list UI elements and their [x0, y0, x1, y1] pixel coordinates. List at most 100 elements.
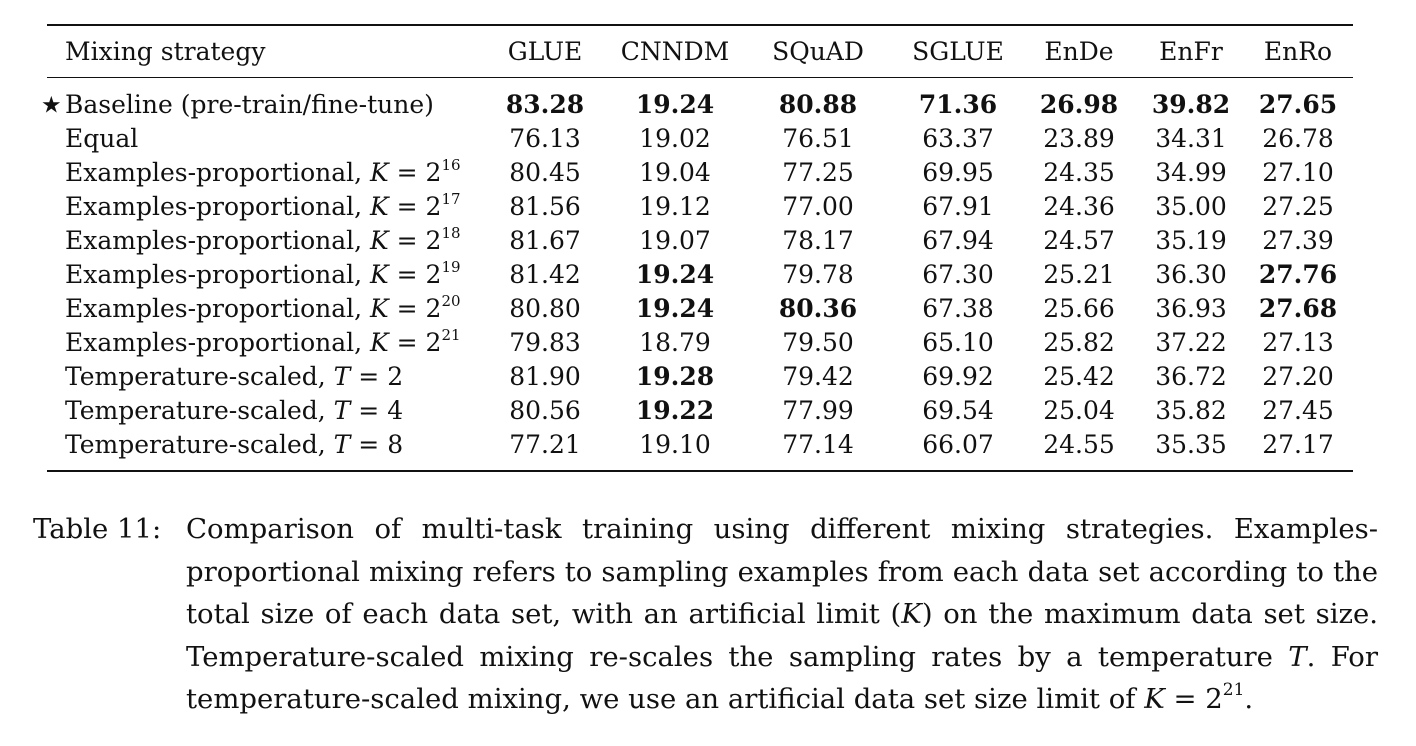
table-row: Temperature-scaled, T = 8 77.21 19.10 77.14…	[47, 427, 1353, 471]
score-cell: 19.07	[639, 225, 711, 255]
row-label-cell: Examples-proportional, K = 219	[47, 257, 479, 291]
score-cell: 76.13	[509, 123, 581, 153]
score-cell: 77.25	[782, 157, 854, 187]
row-label-cell: Equal	[47, 121, 479, 155]
score-cell: 69.54	[922, 395, 994, 425]
score-cell: 35.35	[1155, 429, 1227, 459]
score-cell: 27.17	[1262, 429, 1334, 459]
row-label-cell: Examples-proportional, K = 221	[47, 325, 479, 359]
row-label: Temperature-scaled,	[65, 395, 334, 425]
score-cell: 81.56	[509, 191, 581, 221]
table-row: Examples-proportional, K = 216 80.45 19.04…	[47, 155, 1353, 189]
score-cell: 80.88	[778, 89, 858, 119]
row-label-equals: =	[350, 395, 388, 425]
score-cell: 19.24	[635, 259, 715, 289]
caption-text: Comparison of multi-task training using …	[186, 508, 1378, 721]
score-cell: 27.68	[1258, 293, 1338, 323]
row-label-value: 2	[387, 361, 404, 391]
row-label-cell: Examples-proportional, K = 218	[47, 223, 479, 257]
score-cell: 80.36	[778, 293, 858, 323]
score-cell: 35.00	[1155, 191, 1227, 221]
table-row: Examples-proportional, K = 217 81.56 19.12…	[47, 189, 1353, 223]
caption-var-k: K	[901, 598, 922, 630]
row-label-equals: = 2	[388, 327, 442, 357]
table-row: Temperature-scaled, T = 2 81.90 19.28 79.42…	[47, 359, 1353, 393]
score-cell: 79.42	[782, 361, 854, 391]
score-cell: 65.10	[922, 327, 994, 357]
row-label-exponent: 16	[441, 155, 461, 174]
score-cell: 27.20	[1262, 361, 1334, 391]
row-label-cell: ★ Baseline (pre-train/fine-tune)	[41, 78, 479, 122]
score-cell: 25.42	[1043, 361, 1115, 391]
row-label-exponent: 21	[441, 325, 461, 344]
row-label: Baseline (pre-train/fine-tune)	[65, 89, 434, 119]
score-cell: 27.45	[1262, 395, 1334, 425]
row-label: Examples-proportional,	[65, 259, 371, 289]
score-cell: 25.66	[1043, 293, 1115, 323]
table-row: Examples-proportional, K = 218 81.67 19.07…	[47, 223, 1353, 257]
column-header-sglue: SGLUE	[912, 37, 1004, 66]
row-label-variable: K	[370, 327, 389, 357]
table-row: ★ Baseline (pre-train/fine-tune) 83.28 19.2…	[41, 78, 1353, 122]
column-header-enfr: EnFr	[1159, 37, 1223, 66]
score-cell: 35.19	[1155, 225, 1227, 255]
row-label-exponent: 19	[441, 257, 461, 276]
score-cell: 27.13	[1262, 327, 1334, 357]
row-label: Examples-proportional,	[65, 191, 371, 221]
row-label-variable: K	[370, 157, 389, 187]
score-cell: 19.22	[635, 395, 715, 425]
score-cell: 34.31	[1155, 123, 1227, 153]
score-cell: 81.42	[509, 259, 581, 289]
score-cell: 79.78	[782, 259, 854, 289]
table-row: Examples-proportional, K = 219 81.42 19.24…	[47, 257, 1353, 291]
row-label-cell: Temperature-scaled, T = 8	[47, 427, 479, 471]
score-cell: 80.56	[509, 395, 581, 425]
row-label-equals: =	[350, 361, 388, 391]
row-label: Examples-proportional,	[65, 157, 371, 187]
score-cell: 80.45	[509, 157, 581, 187]
row-label-variable: T	[333, 361, 351, 391]
row-label-exponent: 18	[441, 223, 461, 242]
row-label-equals: = 2	[388, 225, 442, 255]
score-cell: 77.00	[782, 191, 854, 221]
row-label: Examples-proportional,	[65, 225, 371, 255]
score-cell: 69.95	[922, 157, 994, 187]
score-cell: 77.99	[782, 395, 854, 425]
baseline-star-icon: ★	[41, 92, 62, 119]
caption-text-part-1: Comparison of multi-task training using …	[186, 513, 1378, 630]
row-label-value: 4	[387, 395, 404, 425]
row-label-variable: T	[333, 429, 351, 459]
caption-text-part-3: . For temperature-scaled mixing, we use …	[186, 640, 1378, 716]
row-label-variable: K	[370, 191, 389, 221]
score-cell: 25.21	[1043, 259, 1115, 289]
score-cell: 23.89	[1043, 123, 1115, 153]
row-label-cell: Temperature-scaled, T = 4	[47, 393, 479, 427]
score-cell: 19.28	[635, 361, 715, 391]
score-cell: 26.78	[1262, 123, 1334, 153]
score-cell: 24.36	[1043, 191, 1115, 221]
score-cell: 67.94	[922, 225, 994, 255]
column-header-cnndm: CNNDM	[620, 37, 730, 66]
score-cell: 19.24	[635, 89, 715, 119]
column-header-glue: GLUE	[507, 37, 583, 66]
row-label-variable: K	[370, 259, 389, 289]
row-label-cell: Examples-proportional, K = 220	[47, 291, 479, 325]
caption-exponent: 21	[1222, 680, 1245, 700]
score-cell: 80.80	[509, 293, 581, 323]
score-cell: 34.99	[1155, 157, 1227, 187]
score-cell: 19.04	[639, 157, 711, 187]
score-cell: 25.04	[1043, 395, 1115, 425]
score-cell: 27.65	[1258, 89, 1338, 119]
score-cell: 36.93	[1155, 293, 1227, 323]
score-cell: 76.51	[782, 123, 854, 153]
score-cell: 36.30	[1155, 259, 1227, 289]
score-cell: 25.82	[1043, 327, 1115, 357]
caption-var-k-limit: K	[1144, 683, 1165, 715]
score-cell: 39.82	[1151, 89, 1231, 119]
score-cell: 81.90	[509, 361, 581, 391]
score-cell: 67.38	[922, 293, 994, 323]
row-label-cell: Examples-proportional, K = 216	[47, 155, 479, 189]
table-caption: Table 11: Comparison of multi-task train…	[33, 508, 1378, 721]
table-body: ★ Baseline (pre-train/fine-tune) 83.28 19.2…	[41, 78, 1353, 471]
score-cell: 67.30	[922, 259, 994, 289]
